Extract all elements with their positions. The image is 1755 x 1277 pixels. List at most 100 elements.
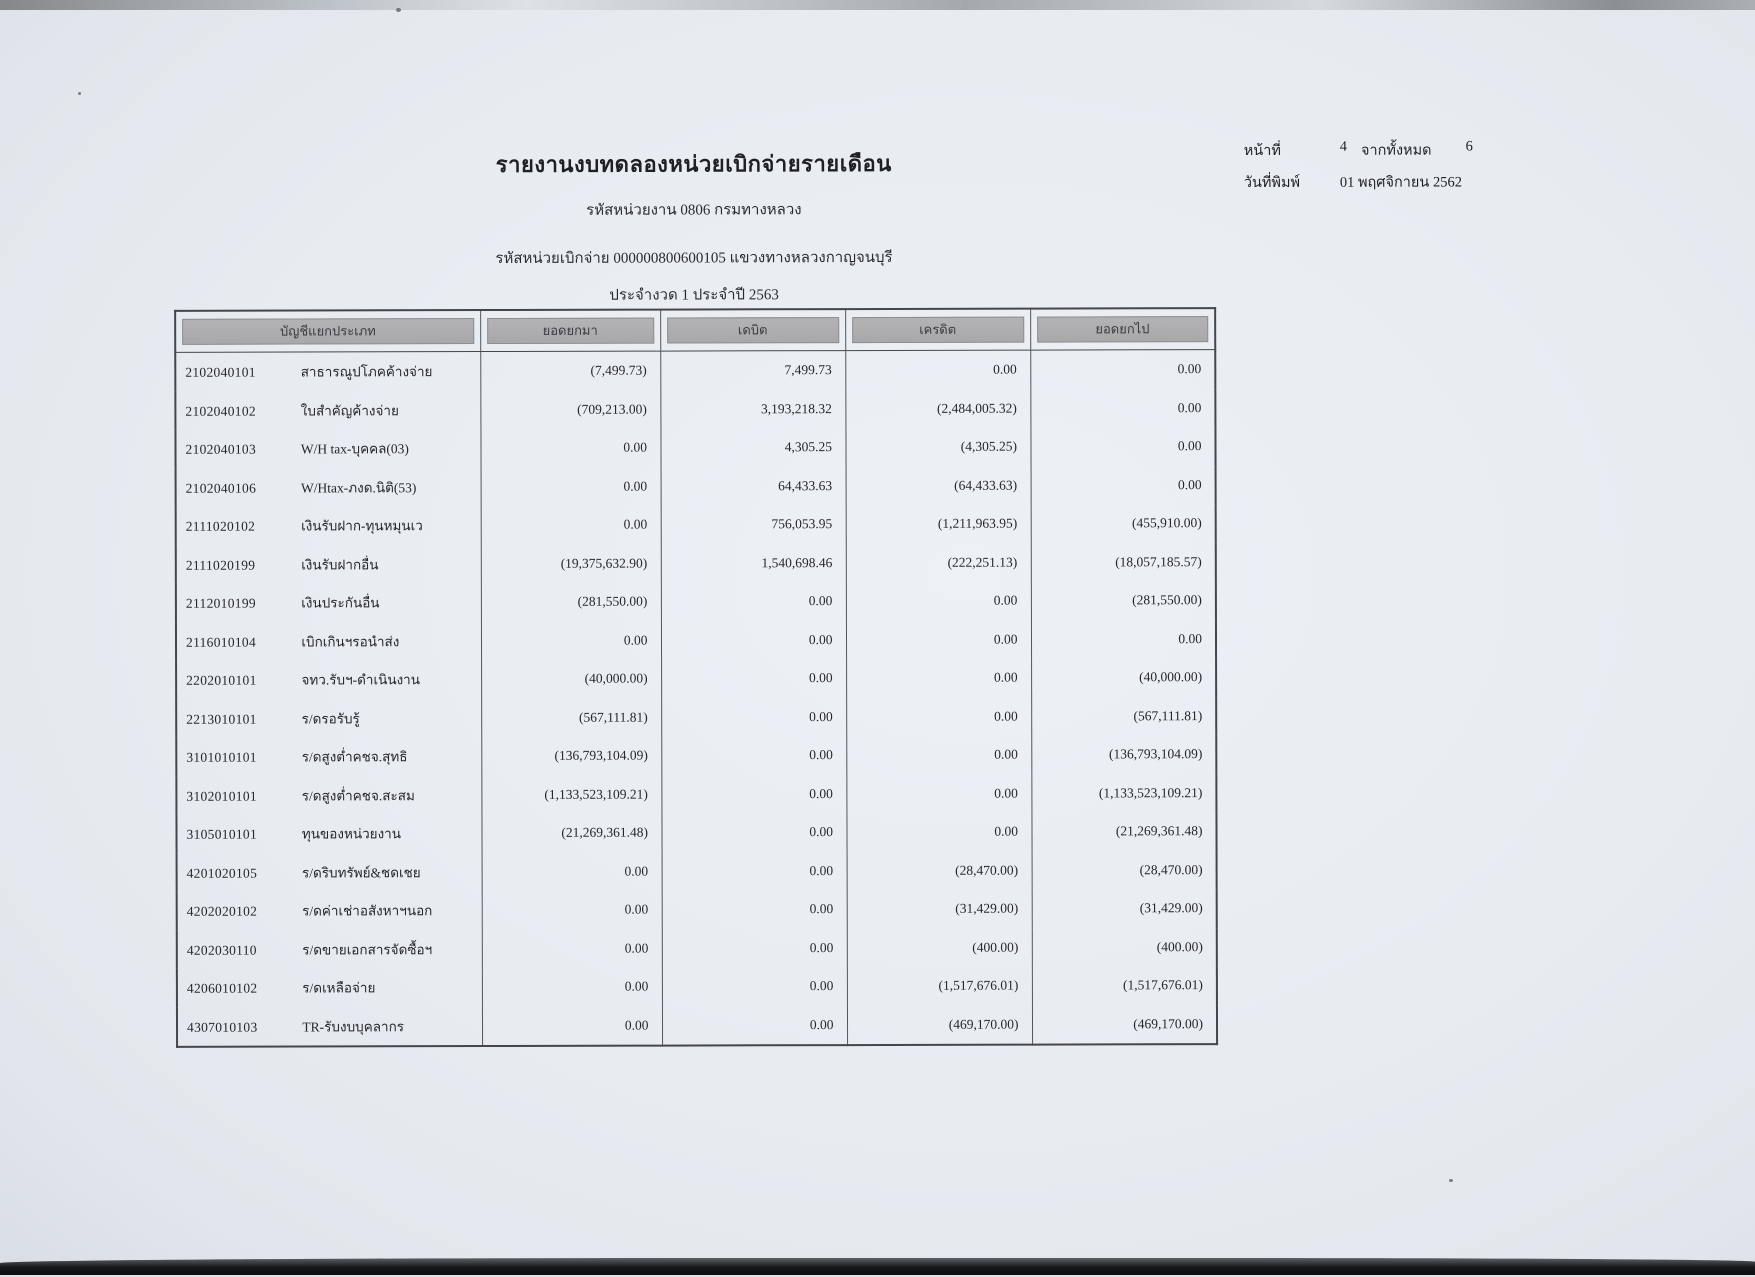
account-name: ร/ดขายเอกสารจัดซื้อฯ [302,941,433,958]
debit-value: 0.00 [661,851,847,891]
account-name: W/Htax-ภงด.นิติ(53) [300,479,417,496]
account-code: 4202030110 [186,942,257,958]
print-date-value: 01 พฤศจิกายน 2562 [1339,174,1462,191]
account-name: ร/ดค่าเช่าอสังหาฯนอก [302,903,433,919]
account-code: 4307010103 [186,1019,258,1035]
carry-forward-in-value: 0.00 [481,890,662,930]
carry-forward-out-value: (400.00) [1031,927,1217,967]
column-header-carry-forward-out: ยอดยกไป [1030,308,1216,351]
account-name: ร/ดรอรับรู้ [301,711,360,727]
table-row: 2102040102 ใบสำคัญค้างจ่าย (709,213.00) … [175,388,1216,430]
page-title: รายงานงบทดลองหน่วยเบิกจ่ายรายเดือน [495,150,892,177]
print-date-row: วันที่พิมพ์ 01 พฤศจิกายน 2562 [1244,170,1574,194]
debit-value: 7,499.73 [660,350,846,391]
account-code: 2102040103 [185,441,257,458]
account-cell: 2102040106 W/Htax-ภงด.นิติ(53) [175,467,481,507]
page-number-row: หน้าที่ 4 จากทั้งหมด 6 [1244,138,1574,162]
table-row: 3102010101 ร/ดสูงต่ำคชจ.สะสม (1,133,523,… [176,773,1217,815]
account-cell: 4202030110 ร/ดขายเอกสารจัดซื้อฯ [176,929,482,969]
table-row: 2213010101 ร/ดรอรับรู้ (567,111.81) 0.00… [176,696,1217,738]
table-row: 4202020102 ร/ดค่าเช่าอสังหาฯนอก 0.00 0.0… [176,889,1217,931]
debit-value: 0.00 [661,967,847,1007]
debit-value: 0.00 [660,582,846,622]
account-code: 4201020105 [186,865,258,881]
credit-value: (469,170.00) [846,1005,1033,1046]
carry-forward-in-value: (567,111.81) [481,698,662,738]
table-row: 2102040101 สาธารณูปโภคค้างจ่าย (7,499.73… [175,349,1216,392]
carry-forward-out-value: 0.00 [1030,427,1216,467]
debit-value: 4,305.25 [660,428,846,468]
account-name: สาธารณูปโภคค้างจ่าย [300,364,433,380]
print-date-label: วันที่พิมพ์ [1243,174,1301,192]
debit-value: 0.00 [661,928,847,968]
column-header-debit: เดบิต [660,309,846,352]
table-row: 2102040103 W/H tax-บุคคล(03) 0.00 4,305.… [175,427,1216,469]
page-number-label: หน้าที่ [1243,142,1281,160]
account-cell: 3105010101 ทุนของหน่วยงาน [176,814,482,854]
credit-value: 0.00 [846,697,1032,737]
column-header-gl-account: บัญชีแยกประเภท [175,310,481,353]
debit-value: 3,193,218.32 [660,389,846,429]
disbursement-unit-line: รหัสหน่วยเบิกจ่าย 000000800600105 แขวงทา… [495,249,893,267]
account-name: ร/ดเหลือจ่าย [302,980,376,996]
account-code: 2116010104 [185,634,257,650]
page-number-value: 4 [1339,138,1347,155]
account-name: ร/ดสูงต่ำคชจ.สะสม [301,787,415,804]
credit-value: (400.00) [846,928,1032,968]
account-code: 3101010101 [186,749,257,766]
credit-value: (1,517,676.01) [846,966,1032,1006]
table-row: 2111020102 เงินรับฝาก-ทุนหมุนเว 0.00 756… [175,504,1216,546]
carry-forward-in-value: 0.00 [480,505,661,545]
carry-forward-in-value: 0.00 [480,428,661,468]
carry-forward-out-value: (136,793,104.09) [1031,735,1217,775]
account-code: 2102040106 [185,480,257,496]
account-code: 2112010199 [185,595,256,612]
carry-forward-out-value: 0.00 [1030,388,1216,428]
account-code: 3105010101 [186,826,258,843]
account-code: 2111020199 [185,557,256,573]
credit-value: 0.00 [846,812,1032,852]
account-cell: 2111020102 เงินรับฝาก-ทุนหมุนเว [175,506,481,546]
carry-forward-out-value: (281,550.00) [1030,581,1216,621]
credit-value: 0.00 [846,658,1032,698]
account-name: ร/ดริบทรัพย์&ชดเชย [301,864,421,881]
carry-forward-in-value: 0.00 [481,852,662,892]
debit-value: 0.00 [661,736,847,776]
carry-forward-out-value: 0.00 [1030,465,1216,505]
account-name: TR-รับงบบุคลากร [302,1018,405,1035]
scan-speck [396,8,401,12]
debit-value: 0.00 [661,659,847,699]
table-header-row: บัญชีแยกประเภท ยอดยกมา เดบิต เครดิต ยอดย… [175,308,1216,353]
carry-forward-in-value: 0.00 [481,929,662,969]
debit-value: 64,433.63 [660,466,846,506]
table-row: 2202010101 จทว.รับฯ-ดำเนินงาน (40,000.00… [176,658,1217,700]
account-name: เงินประกันอื่น [301,595,380,611]
account-cell: 2111020199 เงินรับฝากอื่น [175,544,481,584]
debit-value: 1,540,698.46 [660,543,846,583]
account-cell: 2102040102 ใบสำคัญค้างจ่าย [175,390,481,430]
table-row: 3105010101 ทุนของหน่วยงาน (21,269,361.48… [176,812,1217,854]
table-row: 4201020105 ร/ดริบทรัพย์&ชดเชย 0.00 0.00 … [176,850,1217,892]
credit-value: (28,470.00) [846,851,1032,891]
credit-value: (31,429.00) [846,889,1032,929]
table-row: 3101010101 ร/ดสูงต่ำคชจ.สุทธิ (136,793,1… [176,735,1217,777]
carry-forward-in-value: (281,550.00) [480,582,661,622]
account-cell: 4202020102 ร/ดค่าเช่าอสังหาฯนอก [176,891,482,931]
carry-forward-out-value: 0.00 [1030,349,1216,390]
scan-top-edge-shadow [0,0,1755,10]
account-code: 4206010102 [186,980,258,997]
carry-forward-in-value: 0.00 [481,967,662,1007]
carry-forward-out-value: (31,429.00) [1031,889,1217,929]
account-code: 2102040102 [185,403,256,419]
total-pages-value: 6 [1465,138,1473,155]
account-code: 3102010101 [186,788,257,804]
table-row: 2102040106 W/Htax-ภงด.นิติ(53) 0.00 64,4… [175,465,1216,507]
account-cell: 2116010104 เบิกเกินฯรอนำส่ง [175,621,482,661]
debit-value: 0.00 [660,620,847,660]
carry-forward-in-value: (136,793,104.09) [481,736,662,776]
account-name: ใบสำคัญค้างจ่าย [300,403,399,419]
account-name: เบิกเกินฯรอนำส่ง [301,634,400,650]
credit-value: (64,433.63) [845,466,1031,506]
account-name: W/H tax-บุคคล(03) [300,441,409,457]
